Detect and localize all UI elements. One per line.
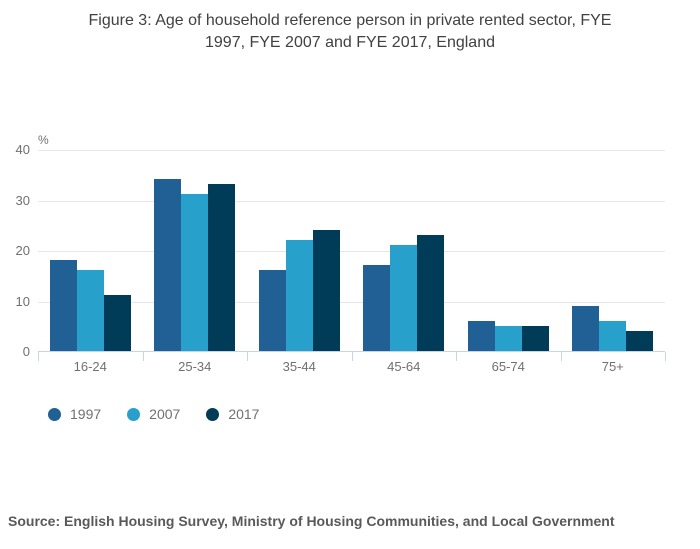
bar-2017-35-44[interactable] <box>312 229 340 351</box>
y-axis-label-0: 0 <box>22 344 30 359</box>
bar-2007-45-64[interactable] <box>390 244 418 351</box>
source-note: Source: English Housing Survey, Ministry… <box>8 513 615 529</box>
x-axis-tick-1 <box>142 352 144 361</box>
bar-group-75+ <box>561 150 666 351</box>
plot-area <box>38 150 665 352</box>
x-axis-tick-4 <box>456 352 457 361</box>
bar-2017-65-74[interactable] <box>521 325 549 351</box>
bar-groups <box>38 150 665 351</box>
y-axis-tick-labels: 0 10 20 30 40 <box>0 143 30 359</box>
x-axis-tick-5 <box>560 352 562 361</box>
gridline-20 <box>38 251 665 252</box>
legend-label-1997: 1997 <box>70 406 102 422</box>
legend-swatch-2017 <box>206 407 220 421</box>
legend-item-2017[interactable]: 2017 <box>206 406 259 422</box>
x-axis-label-45-64: 45-64 <box>387 359 421 374</box>
bar-1997-16-24[interactable] <box>49 260 77 351</box>
y-axis-label-10: 10 <box>15 293 30 309</box>
legend-swatch-1997 <box>48 407 61 421</box>
bar-1997-75+[interactable] <box>572 305 600 351</box>
legend-item-1997[interactable]: 1997 <box>48 406 101 422</box>
figure-title-line-2: 1997, FYE 2007 and FYE 2017, England <box>205 34 495 51</box>
bar-2017-16-24[interactable] <box>103 295 131 351</box>
bar-group-25-34 <box>143 150 248 351</box>
bar-group-16-24 <box>38 150 143 351</box>
bar-group-35-44 <box>247 150 352 351</box>
bar-2017-25-34[interactable] <box>208 184 236 351</box>
x-axis-label-35-44: 35-44 <box>282 359 316 374</box>
bar-1997-25-34[interactable] <box>154 179 182 351</box>
legend-label-2007: 2007 <box>149 406 181 422</box>
x-axis-label-25-34: 25-34 <box>178 359 212 374</box>
bar-2017-75+[interactable] <box>626 330 654 351</box>
bar-1997-35-44[interactable] <box>258 270 286 351</box>
legend-label-2017: 2017 <box>228 406 260 422</box>
x-axis-tick-3 <box>351 352 353 361</box>
legend: 1997 2007 2017 <box>48 406 259 422</box>
x-axis-tick-0 <box>38 352 39 361</box>
gridline-40 <box>38 150 665 151</box>
y-axis-label-20: 20 <box>15 243 30 258</box>
legend-swatch-2007 <box>127 407 141 421</box>
gridline-30 <box>38 200 665 202</box>
x-axis-tick-2 <box>247 352 248 361</box>
x-axis-label-16-24: 16-24 <box>73 359 107 374</box>
bar-group-65-74 <box>456 150 561 351</box>
y-axis-label-30: 30 <box>15 192 30 208</box>
bar-2007-75+[interactable] <box>599 320 627 351</box>
y-axis-label-40: 40 <box>15 142 30 157</box>
x-axis-ticks <box>38 352 666 362</box>
x-axis-tick-6 <box>665 352 666 361</box>
legend-item-2007[interactable]: 2007 <box>127 406 180 422</box>
bar-1997-45-64[interactable] <box>363 265 391 351</box>
bar-2007-25-34[interactable] <box>181 194 209 351</box>
bar-2007-35-44[interactable] <box>285 239 313 351</box>
bar-2007-16-24[interactable] <box>76 270 104 351</box>
x-axis-tick-labels: 16-24 25-34 35-44 45-64 65-74 75+ <box>38 359 665 374</box>
x-axis-label-65-74: 65-74 <box>491 359 525 374</box>
figure-title-line-1: Figure 3: Age of household reference per… <box>88 12 612 29</box>
figure-title: Figure 3: Age of household reference per… <box>0 10 700 54</box>
bar-1997-65-74[interactable] <box>467 320 495 351</box>
bar-2017-45-64[interactable] <box>417 234 445 351</box>
x-axis-label-75+: 75+ <box>601 359 624 374</box>
bar-2007-65-74[interactable] <box>494 325 522 351</box>
bar-group-45-64 <box>352 150 457 351</box>
y-axis-unit-label: % <box>38 133 49 147</box>
gridline-10 <box>38 301 665 303</box>
